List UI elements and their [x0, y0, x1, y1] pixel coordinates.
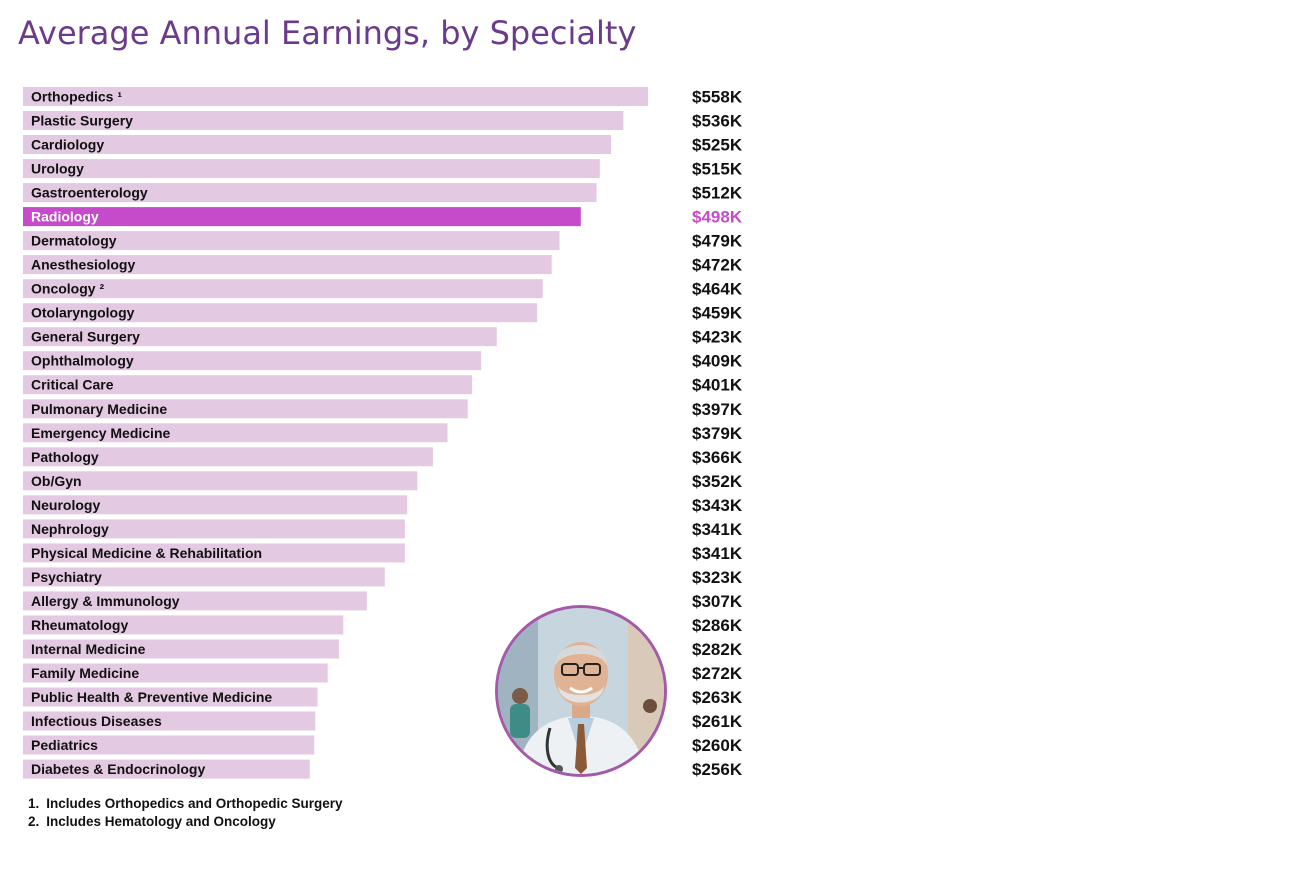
bar-chart: Orthopedics ¹ $558K Plastic Surgery $536K Ca… — [23, 87, 743, 779]
bar-label: Infectious Diseases — [31, 713, 162, 729]
bar-value-label: $256K — [692, 760, 743, 779]
bar — [23, 471, 418, 491]
bar-label: Dermatology — [31, 233, 117, 249]
bar — [23, 447, 433, 467]
bar-value-label: $479K — [692, 232, 743, 251]
bar-label: Orthopedics ¹ — [31, 89, 122, 105]
bar-value-label: $260K — [692, 736, 743, 755]
bar-value-label: $282K — [692, 640, 743, 659]
footnotes: 1. Includes Orthopedics and Orthopedic S… — [28, 795, 343, 831]
bar — [23, 519, 405, 539]
footnote-item: 2. Includes Hematology and Oncology — [28, 813, 343, 831]
bar — [23, 687, 318, 707]
bar-label: Plastic Surgery — [31, 113, 133, 129]
bar-value-label: $352K — [692, 472, 743, 491]
bar-value-label: $261K — [692, 712, 743, 731]
bar-value-label: $401K — [692, 376, 743, 395]
bar-value-label: $536K — [692, 112, 743, 131]
bar-value-label: $498K — [692, 208, 743, 227]
bar — [23, 111, 624, 130]
bar-value-label: $341K — [692, 544, 743, 563]
bar-label: Nephrology — [31, 521, 109, 537]
bar-label: Critical Care — [31, 377, 114, 393]
doctor-photo — [495, 605, 667, 777]
bar-label: Diabetes & Endocrinology — [31, 761, 205, 777]
bar-label: Otolaryngology — [31, 305, 135, 321]
doctor-portrait-icon — [498, 608, 664, 774]
bar-label: Emergency Medicine — [31, 425, 170, 441]
bar — [23, 567, 385, 587]
bar-label: Family Medicine — [31, 665, 139, 681]
bar-label: General Surgery — [31, 329, 140, 345]
bar-value-label: $525K — [692, 136, 743, 155]
bar-value-label: $472K — [692, 256, 743, 275]
bar — [23, 711, 316, 731]
bar-value-label: $512K — [692, 184, 743, 203]
bar-label: Pulmonary Medicine — [31, 401, 167, 417]
bar — [23, 759, 310, 779]
bar — [23, 663, 328, 683]
bar-label: Allergy & Immunology — [31, 593, 180, 609]
bar-label: Neurology — [31, 497, 100, 513]
bar — [23, 183, 597, 203]
bar-label: Oncology ² — [31, 281, 104, 297]
bar-value-label: $263K — [692, 688, 743, 707]
bar-value-label: $343K — [692, 496, 743, 515]
bar-label: Anesthesiology — [31, 257, 135, 273]
bar-value-label: $423K — [692, 328, 743, 347]
bar-value-label: $272K — [692, 664, 743, 683]
bar-label: Internal Medicine — [31, 641, 146, 657]
bar — [23, 423, 448, 443]
bar-label: Radiology — [31, 209, 99, 225]
bar-label: Gastroenterology — [31, 185, 148, 201]
bar — [23, 303, 538, 323]
bar-value-label: $409K — [692, 352, 743, 371]
bar-value-label: $397K — [692, 400, 743, 419]
bar-label: Psychiatry — [31, 569, 102, 585]
bar-value-label: $379K — [692, 424, 743, 443]
bar — [23, 399, 468, 419]
bar-value-label: $341K — [692, 520, 743, 539]
bar — [23, 615, 344, 635]
footnote-number: 1. — [28, 796, 40, 811]
bar-label: Pediatrics — [31, 737, 98, 753]
bar-value-label: $459K — [692, 304, 743, 323]
bar-label: Ob/Gyn — [31, 473, 82, 489]
bar-label: Cardiology — [31, 137, 104, 153]
bar — [23, 495, 408, 515]
bar — [23, 135, 611, 154]
bar — [23, 543, 405, 563]
bar-label: Rheumatology — [31, 617, 128, 633]
bar — [23, 375, 473, 395]
bar-label: Ophthalmology — [31, 353, 134, 369]
bar — [23, 255, 552, 275]
footnote-number: 2. — [28, 814, 40, 829]
bar-value-label: $366K — [692, 448, 743, 467]
bar-value-label: $286K — [692, 616, 743, 635]
bar-value-label: $558K — [692, 88, 743, 107]
bar — [23, 639, 339, 659]
bar-value-label: $323K — [692, 568, 743, 587]
bar-label: Urology — [31, 161, 84, 177]
bar — [23, 231, 560, 251]
bar — [23, 279, 543, 299]
bar-label: Physical Medicine & Rehabilitation — [31, 545, 262, 561]
bar-value-label: $464K — [692, 280, 743, 299]
bar — [23, 87, 648, 106]
bar — [23, 159, 600, 179]
footnote-text: Includes Hematology and Oncology — [46, 814, 276, 829]
footnote-text: Includes Orthopedics and Orthopedic Surg… — [46, 796, 343, 811]
bar — [23, 207, 581, 227]
bar — [23, 327, 497, 347]
bar — [23, 735, 315, 755]
bar-value-label: $515K — [692, 160, 743, 179]
bar-label: Public Health & Preventive Medicine — [31, 689, 272, 705]
footnote-item: 1. Includes Orthopedics and Orthopedic S… — [28, 795, 343, 813]
chart-title: Average Annual Earnings, by Specialty — [18, 14, 637, 52]
bar-label: Pathology — [31, 449, 99, 465]
bar — [23, 591, 367, 611]
bar — [23, 351, 482, 371]
bar-value-label: $307K — [692, 592, 743, 611]
